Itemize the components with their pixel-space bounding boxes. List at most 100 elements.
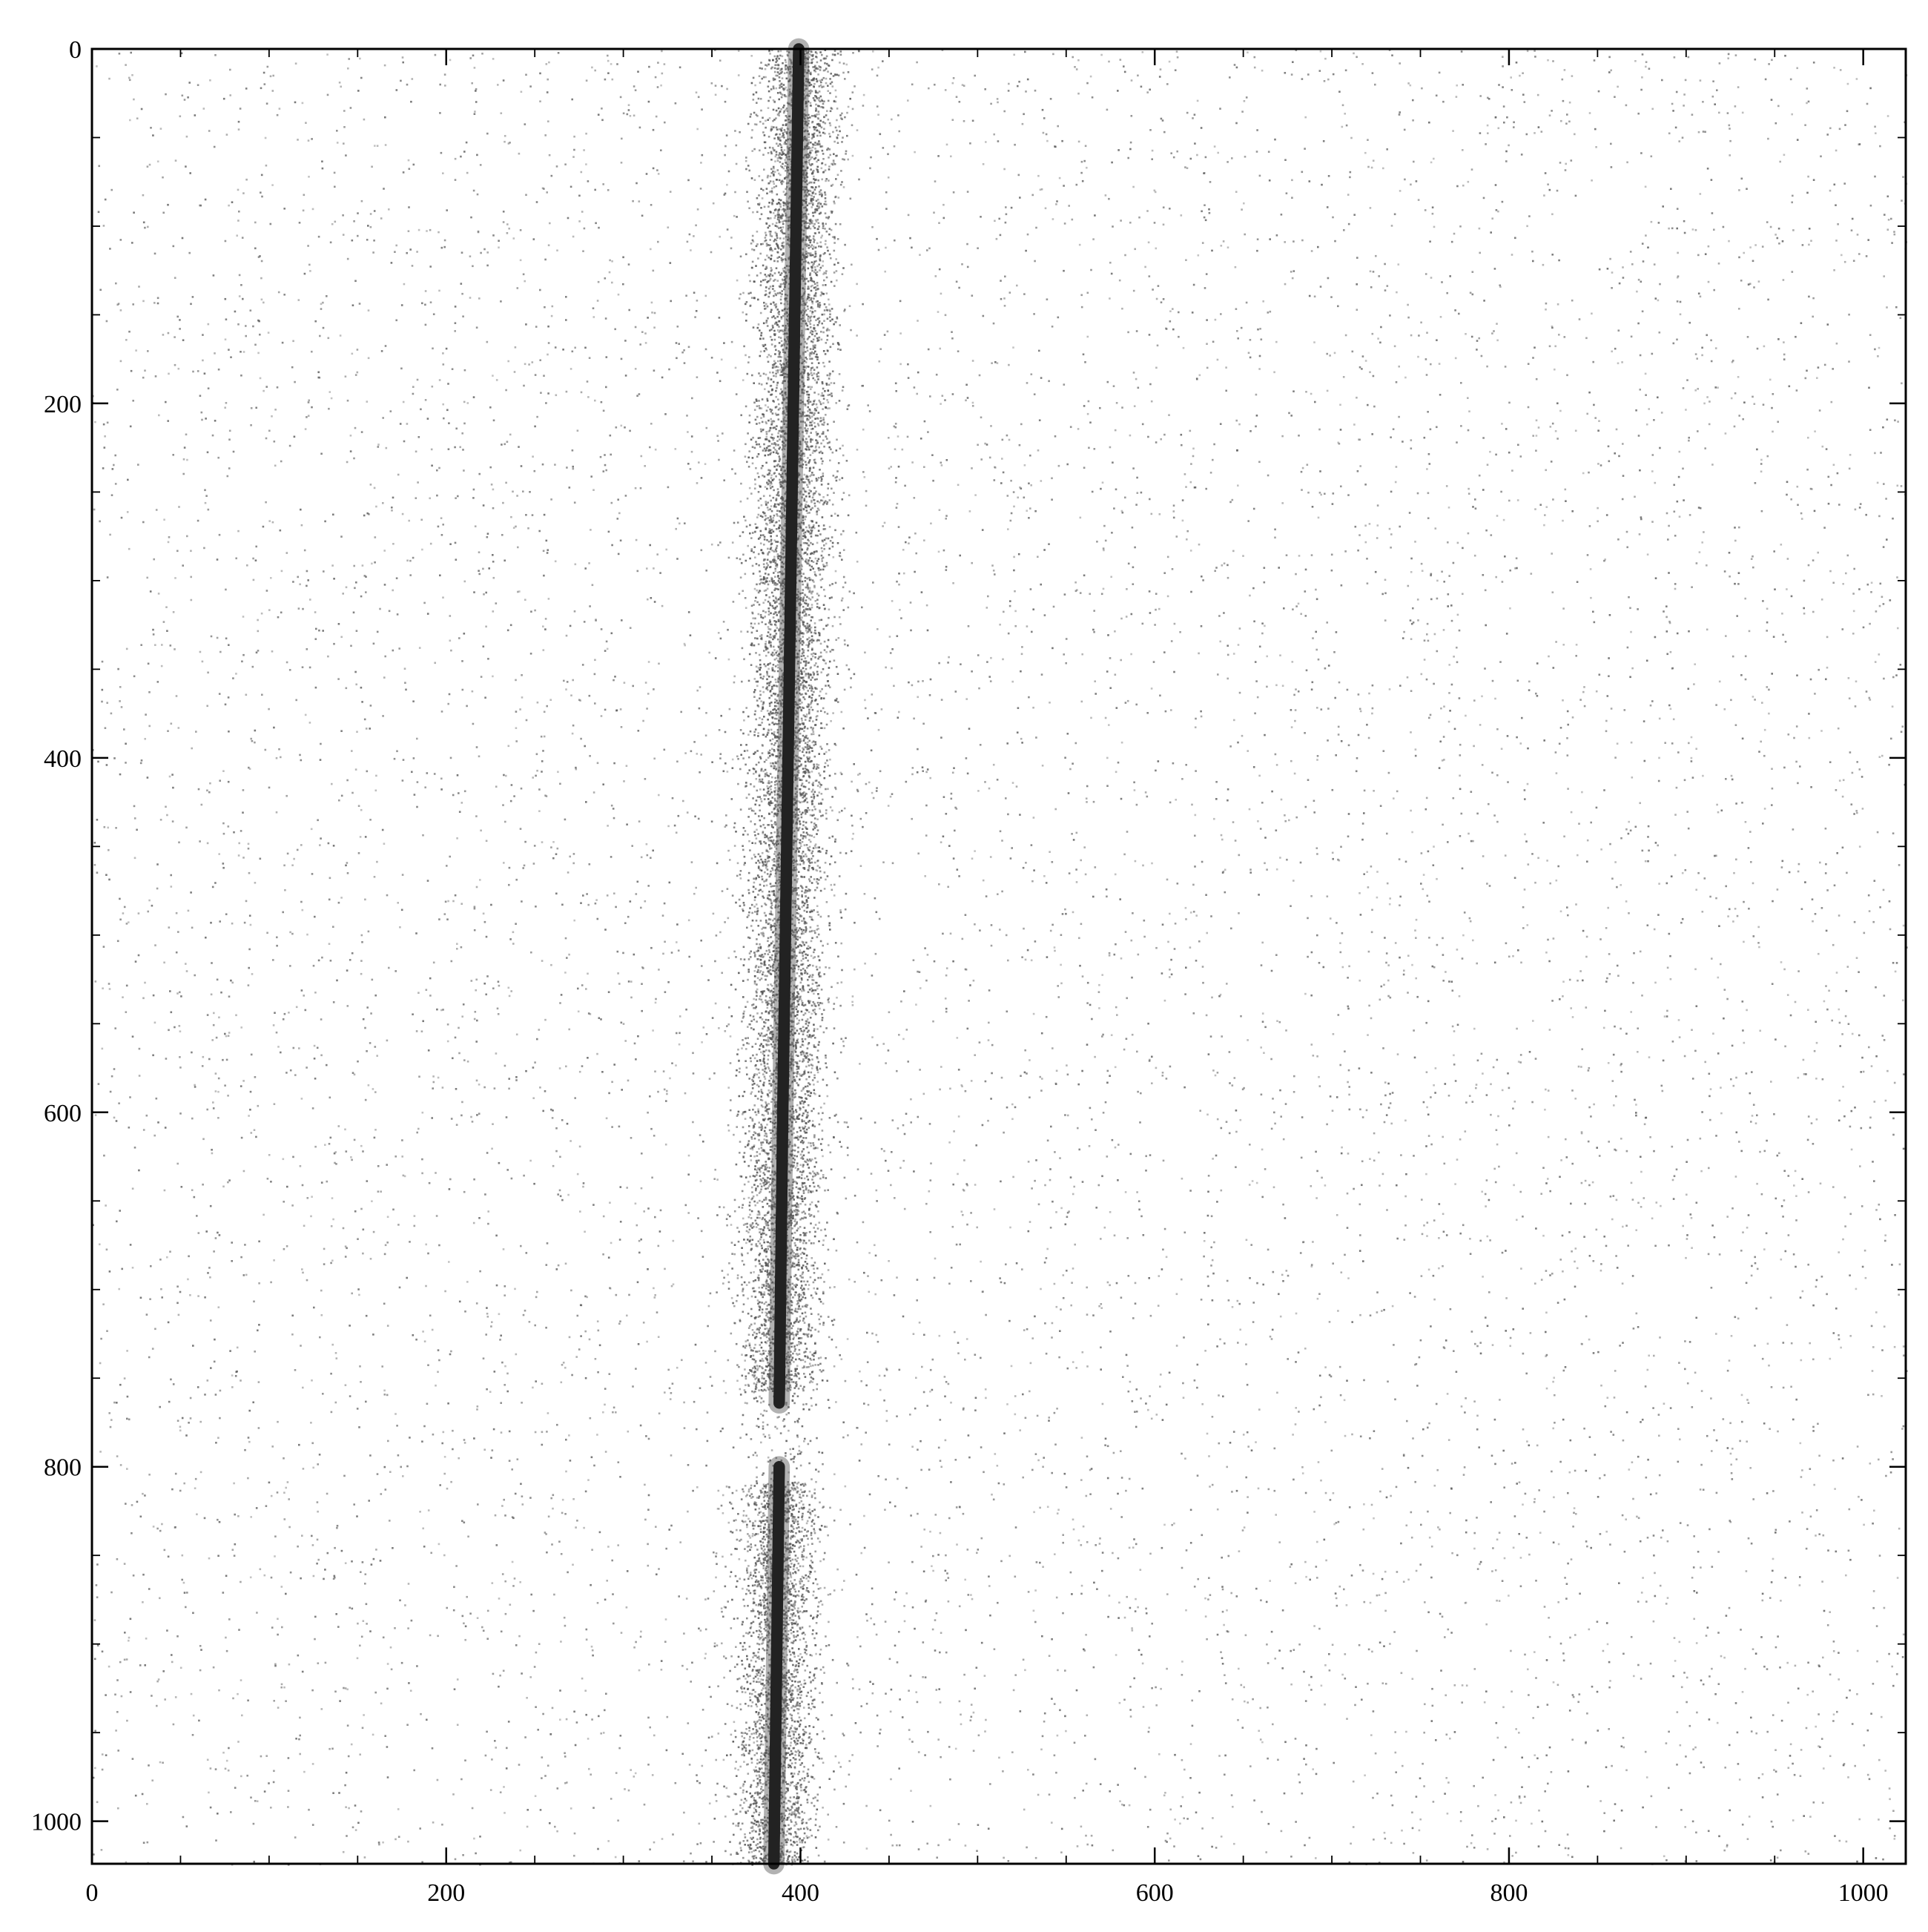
noise-pixel (982, 879, 985, 882)
noise-pixel (1011, 1118, 1014, 1121)
noise-pixel (873, 1623, 876, 1626)
noise-pixel (409, 1437, 411, 1439)
noise-pixel (427, 1509, 430, 1511)
noise-pixel (151, 1695, 153, 1697)
noise-pixel (614, 1856, 617, 1859)
noise-pixel (248, 914, 251, 917)
noise-pixel (257, 650, 260, 652)
noise-pixel (442, 596, 444, 599)
noise-pixel (1469, 920, 1472, 923)
noise-pixel (406, 423, 409, 425)
noise-pixel (1236, 330, 1238, 332)
noise-pixel (1404, 178, 1406, 181)
noise-pixel (1648, 1354, 1650, 1357)
noise-pixel (208, 791, 211, 794)
noise-pixel (1653, 1354, 1655, 1357)
noise-pixel (974, 1184, 977, 1186)
noise-pixel (735, 162, 738, 165)
noise-pixel (696, 1774, 698, 1776)
noise-pixel (1759, 1150, 1761, 1153)
noise-pixel (258, 1282, 260, 1285)
noise-pixel (683, 1401, 685, 1404)
noise-pixel (1048, 1417, 1050, 1419)
noise-pixel (1620, 1847, 1622, 1850)
noise-pixel (1335, 1522, 1338, 1524)
noise-pixel (864, 707, 867, 710)
noise-pixel (811, 799, 814, 802)
noise-pixel (231, 1260, 233, 1262)
noise-pixel (108, 1665, 110, 1668)
noise-pixel (599, 455, 602, 458)
noise-pixel (584, 1689, 587, 1692)
noise-pixel (1409, 84, 1412, 87)
noise-pixel (212, 1666, 215, 1669)
noise-pixel (1734, 527, 1736, 529)
noise-pixel (730, 1332, 733, 1335)
noise-pixel (231, 201, 234, 203)
noise-pixel (1402, 441, 1404, 443)
noise-pixel (1547, 1178, 1549, 1180)
noise-pixel (590, 1773, 592, 1776)
noise-pixel (618, 1239, 621, 1241)
noise-pixel (1314, 400, 1316, 403)
noise-pixel (1248, 1184, 1251, 1186)
noise-pixel (630, 1137, 633, 1139)
noise-pixel (495, 602, 498, 604)
noise-pixel (602, 1732, 605, 1734)
noise-pixel (1496, 1058, 1499, 1061)
noise-pixel (928, 1468, 931, 1471)
noise-pixel (716, 435, 719, 437)
noise-pixel (268, 1782, 270, 1784)
noise-pixel (1347, 835, 1350, 838)
noise-pixel (322, 301, 324, 304)
noise-pixel (456, 1724, 459, 1726)
noise-pixel (343, 1474, 346, 1477)
noise-pixel (498, 1685, 500, 1688)
noise-pixel (1645, 61, 1648, 63)
noise-pixel (128, 79, 131, 82)
noise-pixel (902, 572, 905, 575)
noise-pixel (344, 1128, 346, 1131)
noise-pixel (434, 662, 436, 665)
noise-pixel (524, 599, 526, 601)
noise-pixel (1031, 1187, 1033, 1190)
noise-pixel (153, 302, 156, 304)
noise-pixel (1666, 1009, 1668, 1012)
noise-pixel (1720, 1655, 1723, 1658)
noise-pixel (1093, 1581, 1095, 1584)
noise-pixel (1131, 1400, 1134, 1402)
noise-pixel (528, 1321, 531, 1323)
noise-pixel (262, 525, 265, 528)
noise-pixel (347, 1755, 350, 1758)
noise-pixel (1113, 1234, 1116, 1237)
noise-pixel (431, 1117, 433, 1119)
noise-pixel (924, 1600, 927, 1603)
noise-pixel (729, 1215, 731, 1218)
noise-pixel (384, 345, 387, 347)
noise-pixel (666, 1089, 668, 1092)
noise-pixel (811, 647, 813, 650)
noise-pixel (144, 369, 146, 372)
noise-pixel (1273, 1489, 1276, 1492)
noise-pixel (375, 774, 377, 777)
noise-pixel (486, 264, 489, 267)
noise-pixel (568, 1434, 570, 1437)
noise-pixel (1683, 779, 1686, 782)
noise-pixel (1479, 1352, 1482, 1355)
noise-pixel (1717, 1052, 1720, 1055)
noise-pixel (289, 965, 291, 967)
noise-pixel (571, 732, 574, 735)
noise-pixel (323, 570, 325, 573)
noise-pixel (225, 1058, 228, 1061)
noise-pixel (345, 154, 347, 156)
noise-pixel (684, 644, 686, 647)
noise-pixel (1658, 883, 1660, 885)
noise-pixel (1479, 724, 1482, 726)
noise-pixel (951, 82, 954, 85)
noise-pixel (1516, 736, 1518, 739)
noise-pixel (1693, 683, 1695, 685)
noise-pixel (407, 1627, 409, 1629)
noise-pixel (1812, 315, 1814, 318)
noise-pixel (1014, 143, 1016, 146)
noise-pixel (1227, 1299, 1230, 1302)
